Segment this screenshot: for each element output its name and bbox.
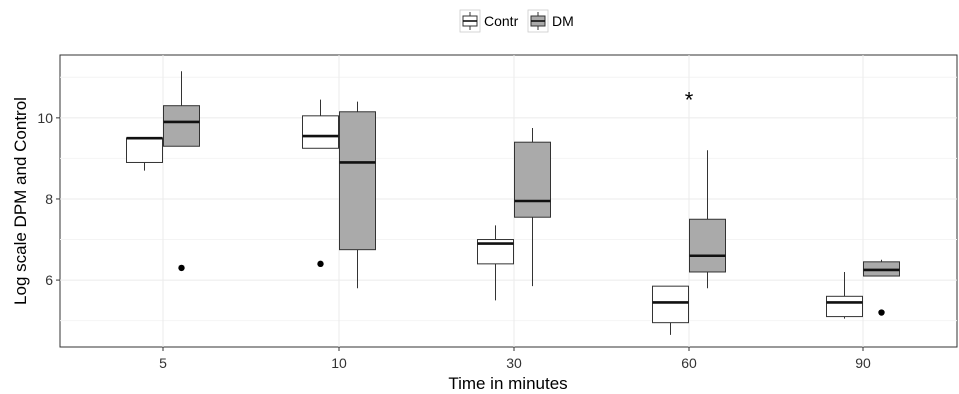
x-tick-label: 10 bbox=[331, 355, 347, 371]
boxes: * bbox=[126, 71, 900, 335]
box-dm-5 bbox=[163, 71, 200, 272]
y-axis-title: Log scale DPM and Control bbox=[11, 97, 30, 305]
x-axis-title: Time in minutes bbox=[448, 374, 567, 393]
box-iqr bbox=[826, 295, 863, 318]
outlier-point bbox=[878, 309, 885, 316]
x-tick-label: 60 bbox=[681, 355, 697, 371]
box-iqr bbox=[689, 218, 726, 273]
x-tick-label: 30 bbox=[506, 355, 522, 371]
box-contr-90 bbox=[826, 271, 863, 319]
legend-label: DM bbox=[552, 13, 574, 29]
y-tick-label: 8 bbox=[45, 191, 53, 207]
box-contr-30 bbox=[477, 225, 514, 301]
legend: Contr DM bbox=[459, 9, 574, 33]
box-iqr bbox=[163, 105, 200, 147]
box-contr-5 bbox=[126, 136, 163, 171]
legend-label: Contr bbox=[484, 13, 519, 29]
box-iqr bbox=[339, 111, 376, 251]
legend-item-dm: DM bbox=[527, 9, 574, 33]
box-dm-60 bbox=[689, 150, 726, 289]
axes: 6 8 10 5 10 30 60 90 bbox=[37, 110, 871, 371]
box-iqr bbox=[652, 285, 689, 324]
box-dm-10 bbox=[339, 101, 376, 289]
x-tick-label: 90 bbox=[855, 355, 871, 371]
box-iqr bbox=[126, 137, 163, 163]
y-tick-label: 10 bbox=[37, 110, 53, 126]
significance-marker: * bbox=[685, 88, 694, 113]
box-dm-30 bbox=[514, 128, 551, 287]
box-dm-90 bbox=[863, 259, 900, 316]
y-tick-label: 6 bbox=[45, 272, 53, 288]
legend-item-contr: Contr bbox=[459, 9, 519, 33]
box-iqr bbox=[514, 141, 551, 218]
outlier-point bbox=[178, 264, 185, 272]
outlier-point bbox=[317, 260, 324, 268]
box-contr-10 bbox=[302, 99, 339, 268]
box-iqr bbox=[302, 115, 339, 149]
x-tick-label: 5 bbox=[159, 355, 167, 371]
plot-panel bbox=[59, 54, 958, 348]
box-contr-60 bbox=[652, 285, 689, 335]
